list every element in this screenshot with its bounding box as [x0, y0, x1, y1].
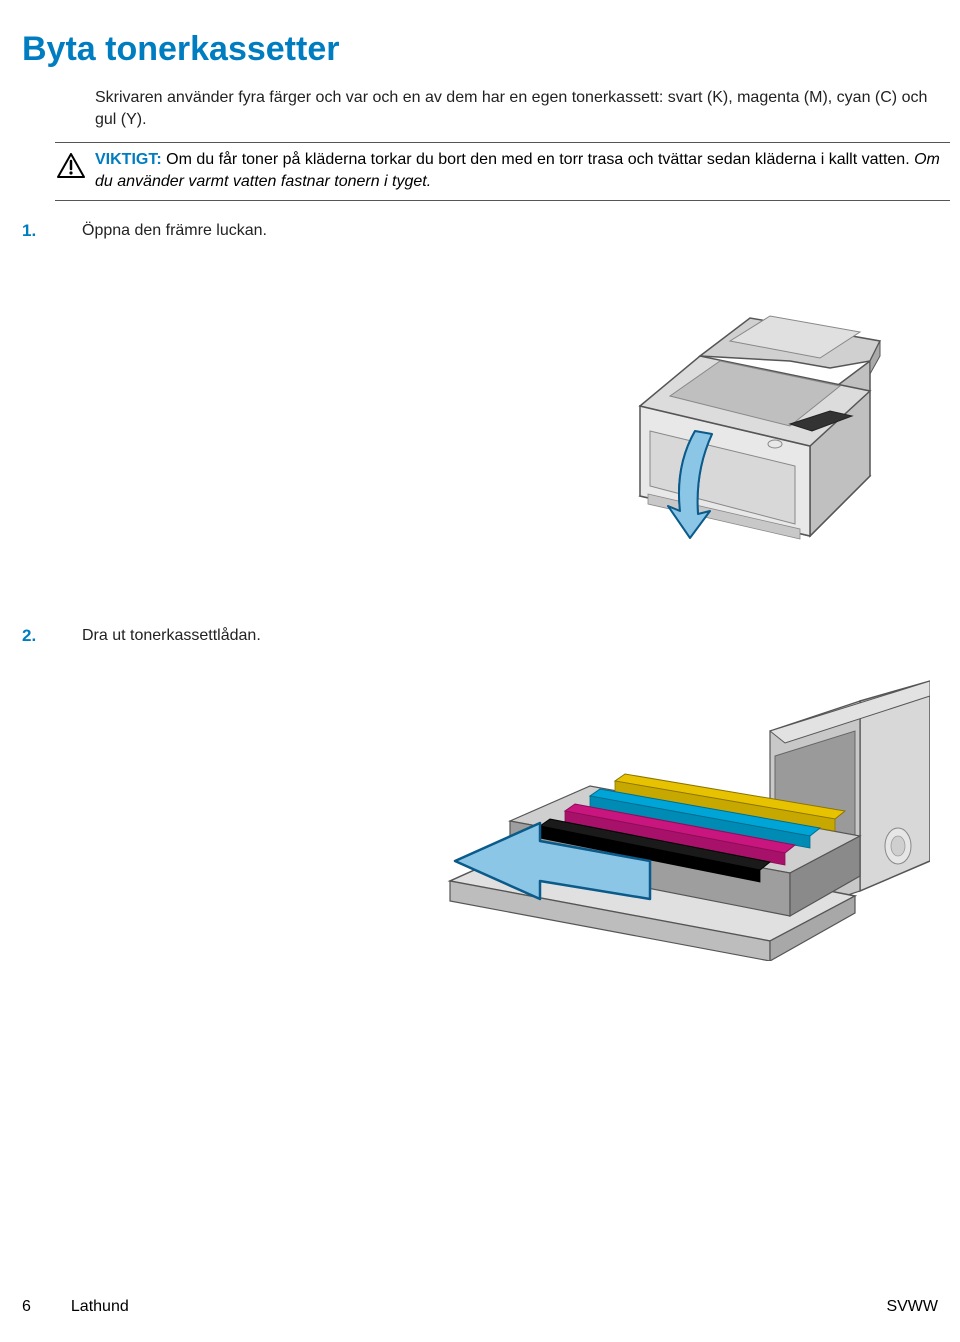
step-text: Dra ut tonerkassettlådan. [82, 626, 261, 645]
page-title: Byta tonerkassetter [0, 30, 960, 69]
step-2: 2. Dra ut tonerkassettlådan. [0, 626, 960, 646]
warning-icon [57, 153, 85, 186]
step-1: 1. Öppna den främre luckan. [0, 221, 960, 241]
footer-lang: SVWW [886, 1298, 938, 1316]
caution-label: VIKTIGT: [95, 151, 162, 168]
step-number: 1. [22, 221, 82, 241]
step-number: 2. [22, 626, 82, 646]
illustration-1 [0, 256, 960, 566]
step-text: Öppna den främre luckan. [82, 221, 267, 240]
page-footer: 6 Lathund SVWW [0, 1298, 960, 1316]
page-number: 6 [22, 1298, 31, 1316]
intro-text: Skrivaren använder fyra färger och var o… [0, 87, 960, 132]
footer-section: Lathund [71, 1298, 129, 1316]
caution-text: Om du får toner på kläderna torkar du bo… [166, 151, 914, 168]
caution-box: VIKTIGT: Om du får toner på kläderna tor… [55, 142, 950, 201]
illustration-2 [0, 661, 960, 961]
